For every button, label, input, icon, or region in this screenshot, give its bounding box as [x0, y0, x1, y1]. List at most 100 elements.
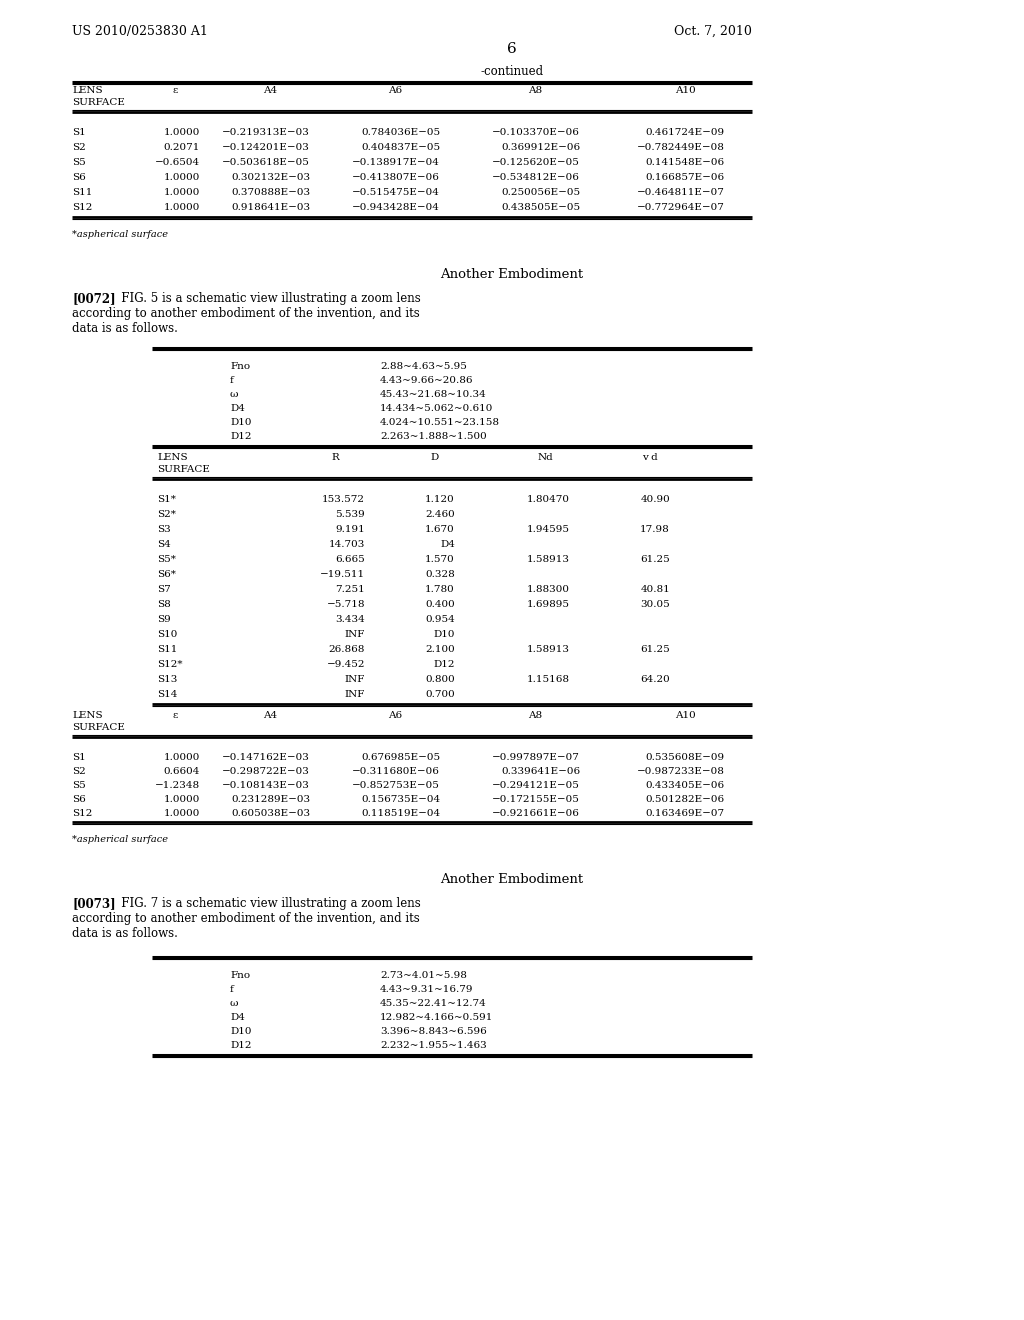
Text: 0.163469E−07: 0.163469E−07: [646, 809, 725, 818]
Text: 3.434: 3.434: [335, 615, 365, 624]
Text: 2.88~4.63~5.95: 2.88~4.63~5.95: [380, 362, 467, 371]
Text: Fno: Fno: [230, 362, 250, 371]
Text: INF: INF: [345, 690, 365, 700]
Text: −0.997897E−07: −0.997897E−07: [493, 752, 580, 762]
Text: −0.125620E−05: −0.125620E−05: [493, 158, 580, 168]
Text: S2: S2: [72, 143, 86, 152]
Text: 45.35~22.41~12.74: 45.35~22.41~12.74: [380, 999, 486, 1008]
Text: 2.73~4.01~5.98: 2.73~4.01~5.98: [380, 972, 467, 979]
Text: 0.370888E−03: 0.370888E−03: [230, 187, 310, 197]
Text: 0.433405E−06: 0.433405E−06: [646, 781, 725, 789]
Text: R: R: [331, 453, 339, 462]
Text: Oct. 7, 2010: Oct. 7, 2010: [674, 25, 752, 38]
Text: A10: A10: [675, 86, 695, 95]
Text: 0.784036E−05: 0.784036E−05: [360, 128, 440, 137]
Text: [0073]: [0073]: [72, 898, 116, 909]
Text: ε: ε: [172, 711, 177, 719]
Text: 0.676985E−05: 0.676985E−05: [360, 752, 440, 762]
Text: 0.535608E−09: 0.535608E−09: [646, 752, 725, 762]
Text: A8: A8: [528, 711, 542, 719]
Text: D10: D10: [230, 418, 252, 426]
Text: −0.987233E−08: −0.987233E−08: [637, 767, 725, 776]
Text: −5.718: −5.718: [327, 601, 365, 609]
Text: 0.369912E−06: 0.369912E−06: [501, 143, 580, 152]
Text: S1*: S1*: [157, 495, 176, 504]
Text: −0.124201E−03: −0.124201E−03: [222, 143, 310, 152]
Text: 1.94595: 1.94595: [527, 525, 570, 535]
Text: 1.88300: 1.88300: [527, 585, 570, 594]
Text: S1: S1: [72, 128, 86, 137]
Text: D: D: [431, 453, 439, 462]
Text: SURFACE: SURFACE: [72, 723, 125, 733]
Text: 3.396~8.843~6.596: 3.396~8.843~6.596: [380, 1027, 486, 1036]
Text: −0.138917E−04: −0.138917E−04: [352, 158, 440, 168]
Text: S1: S1: [72, 752, 86, 762]
Text: −0.108143E−03: −0.108143E−03: [222, 781, 310, 789]
Text: −0.943428E−04: −0.943428E−04: [352, 203, 440, 213]
Text: Another Embodiment: Another Embodiment: [440, 873, 584, 886]
Text: 1.570: 1.570: [425, 554, 455, 564]
Text: 45.43~21.68~10.34: 45.43~21.68~10.34: [380, 389, 486, 399]
Text: v d: v d: [642, 453, 657, 462]
Text: *aspherical surface: *aspherical surface: [72, 836, 168, 843]
Text: 14.434~5.062~0.610: 14.434~5.062~0.610: [380, 404, 494, 413]
Text: 1.0000: 1.0000: [164, 203, 200, 213]
Text: 1.670: 1.670: [425, 525, 455, 535]
Text: 1.0000: 1.0000: [164, 795, 200, 804]
Text: D10: D10: [433, 630, 455, 639]
Text: 1.15168: 1.15168: [527, 675, 570, 684]
Text: 1.0000: 1.0000: [164, 128, 200, 137]
Text: −19.511: −19.511: [319, 570, 365, 579]
Text: 2.232~1.955~1.463: 2.232~1.955~1.463: [380, 1041, 486, 1049]
Text: S6*: S6*: [157, 570, 176, 579]
Text: 0.605038E−03: 0.605038E−03: [230, 809, 310, 818]
Text: Nd: Nd: [538, 453, 553, 462]
Text: S3: S3: [157, 525, 171, 535]
Text: 6: 6: [507, 42, 517, 55]
Text: 0.118519E−04: 0.118519E−04: [360, 809, 440, 818]
Text: LENS: LENS: [72, 711, 102, 719]
Text: 153.572: 153.572: [322, 495, 365, 504]
Text: data is as follows.: data is as follows.: [72, 322, 178, 335]
Text: FIG. 7 is a schematic view illustrating a zoom lens: FIG. 7 is a schematic view illustrating …: [110, 898, 421, 909]
Text: S2*: S2*: [157, 510, 176, 519]
Text: according to another embodiment of the invention, and its: according to another embodiment of the i…: [72, 912, 420, 925]
Text: −0.464811E−07: −0.464811E−07: [637, 187, 725, 197]
Text: 61.25: 61.25: [640, 645, 670, 653]
Text: 0.400: 0.400: [425, 601, 455, 609]
Text: 0.231289E−03: 0.231289E−03: [230, 795, 310, 804]
Text: f: f: [230, 985, 233, 994]
Text: 1.58913: 1.58913: [527, 645, 570, 653]
Text: 12.982~4.166~0.591: 12.982~4.166~0.591: [380, 1012, 494, 1022]
Text: S5*: S5*: [157, 554, 176, 564]
Text: −0.772964E−07: −0.772964E−07: [637, 203, 725, 213]
Text: 0.404837E−05: 0.404837E−05: [360, 143, 440, 152]
Text: 1.69895: 1.69895: [527, 601, 570, 609]
Text: 0.2071: 0.2071: [164, 143, 200, 152]
Text: A4: A4: [263, 86, 278, 95]
Text: S12: S12: [72, 203, 92, 213]
Text: ω: ω: [230, 999, 239, 1008]
Text: −0.219313E−03: −0.219313E−03: [222, 128, 310, 137]
Text: 4.43~9.31~16.79: 4.43~9.31~16.79: [380, 985, 473, 994]
Text: INF: INF: [345, 630, 365, 639]
Text: D4: D4: [440, 540, 455, 549]
Text: 0.438505E−05: 0.438505E−05: [501, 203, 580, 213]
Text: D10: D10: [230, 1027, 252, 1036]
Text: S11: S11: [157, 645, 177, 653]
Text: 26.868: 26.868: [329, 645, 365, 653]
Text: S14: S14: [157, 690, 177, 700]
Text: −0.103370E−06: −0.103370E−06: [493, 128, 580, 137]
Text: 4.024~10.551~23.158: 4.024~10.551~23.158: [380, 418, 500, 426]
Text: S12: S12: [72, 809, 92, 818]
Text: LENS: LENS: [72, 86, 102, 95]
Text: −0.311680E−06: −0.311680E−06: [352, 767, 440, 776]
Text: 64.20: 64.20: [640, 675, 670, 684]
Text: 0.328: 0.328: [425, 570, 455, 579]
Text: −0.294121E−05: −0.294121E−05: [493, 781, 580, 789]
Text: 5.539: 5.539: [335, 510, 365, 519]
Text: 1.120: 1.120: [425, 495, 455, 504]
Text: 9.191: 9.191: [335, 525, 365, 535]
Text: S10: S10: [157, 630, 177, 639]
Text: 1.0000: 1.0000: [164, 752, 200, 762]
